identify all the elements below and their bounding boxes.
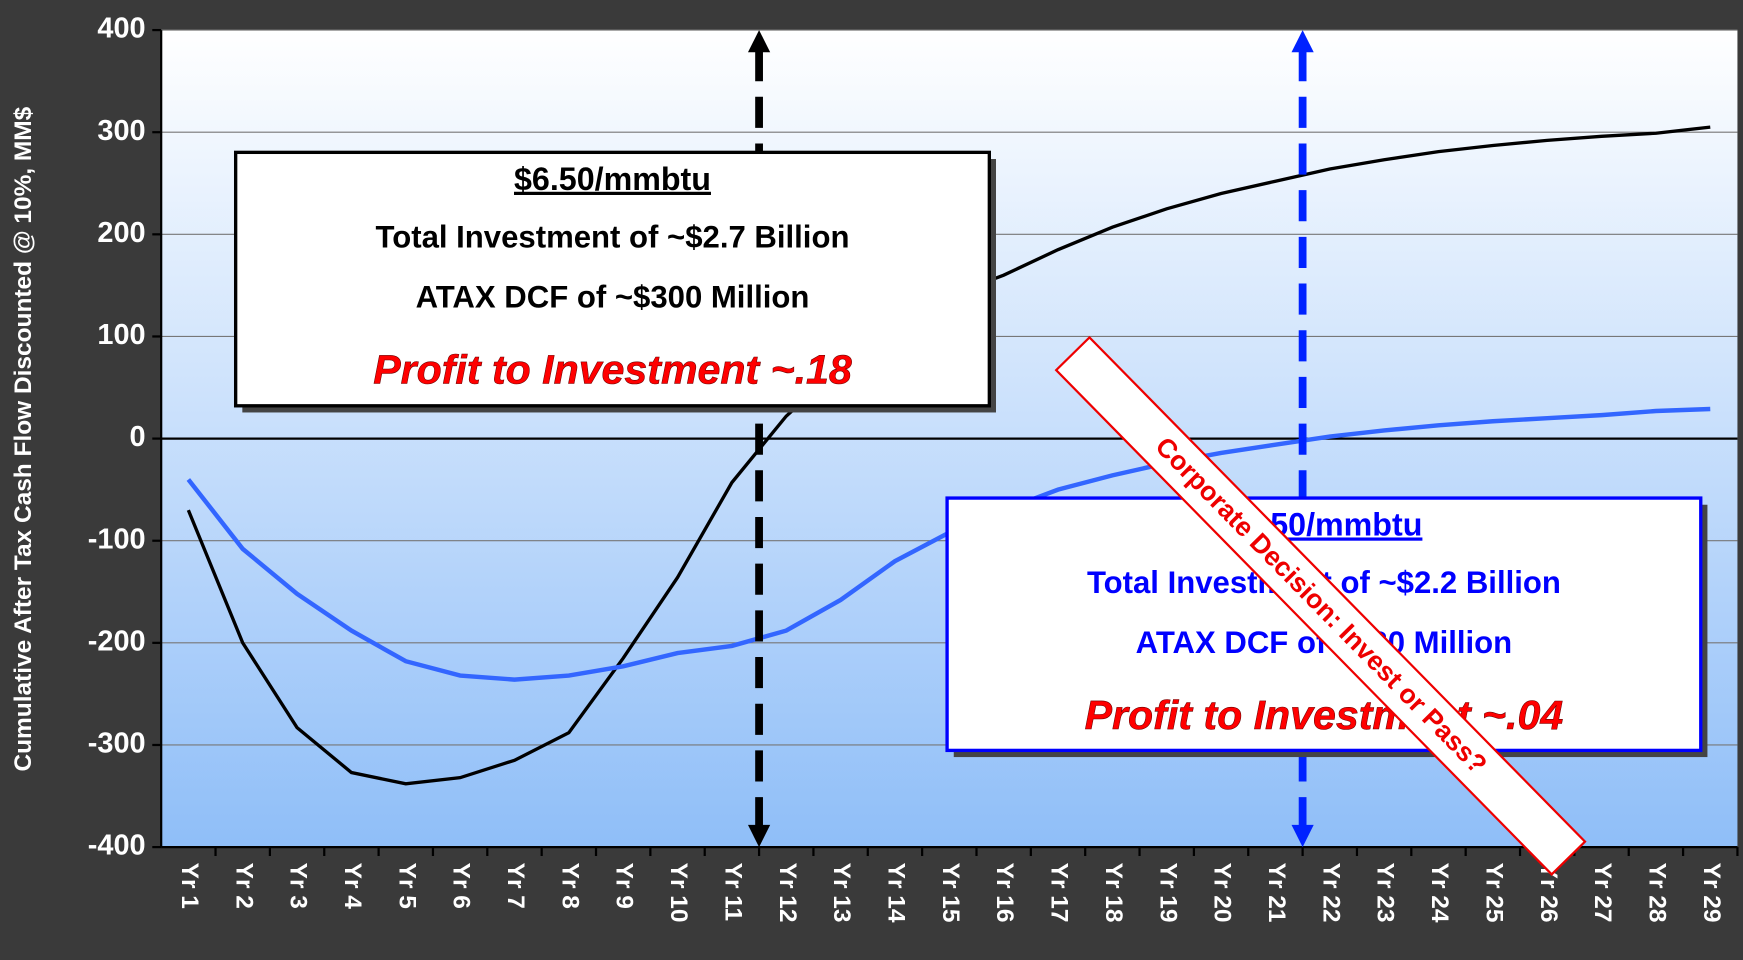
x-tick-label: Yr 2: [230, 863, 257, 909]
arrow-head: [1291, 30, 1314, 53]
x-tick-label: Yr 29: [1698, 863, 1725, 923]
banner-rect: [1054, 335, 1587, 876]
x-tick-label: Yr 17: [1046, 863, 1073, 923]
x-tick-label: Yr 13: [828, 863, 855, 923]
y-axis-label: Cumulative After Tax Cash Flow Discounte…: [10, 106, 37, 771]
x-tick-label: Yr 6: [448, 863, 475, 909]
y-tick-label: -300: [88, 728, 146, 760]
x-tick-label: Yr 27: [1589, 863, 1616, 923]
x-tick-label: Yr 12: [774, 863, 801, 923]
x-tick-label: Yr 15: [937, 863, 964, 923]
x-tick-label: Yr 5: [393, 863, 420, 909]
y-tick-label: 100: [97, 319, 145, 351]
x-tick-label: Yr 21: [1263, 863, 1290, 923]
x-tick-label: Yr 28: [1643, 863, 1670, 923]
annotation-box: [233, 150, 991, 408]
y-tick-label: 400: [97, 13, 145, 45]
x-tick-label: Yr 25: [1480, 863, 1507, 923]
x-tick-label: Yr 24: [1426, 863, 1453, 923]
arrow-head: [1291, 824, 1314, 848]
x-tick-label: Yr 11: [719, 863, 746, 921]
arrow-head: [747, 30, 771, 53]
y-tick-label: 300: [97, 115, 145, 147]
x-tick-label: Yr 7: [502, 863, 529, 909]
box-text: Profit to Investment ~.04: [1085, 692, 1564, 738]
x-tick-label: Yr 23: [1372, 863, 1399, 923]
arrow-head: [747, 824, 771, 848]
x-tick-label: Yr 4: [339, 863, 366, 910]
x-tick-label: Yr 8: [556, 863, 583, 909]
y-tick-label: -100: [88, 523, 146, 555]
x-tick-label: Yr 19: [1154, 863, 1181, 923]
y-tick-label: 200: [97, 217, 145, 249]
y-tick-label: 0: [130, 421, 146, 453]
x-tick-label: Yr 10: [665, 863, 692, 923]
x-tick-label: Yr 22: [1317, 863, 1344, 923]
box-text: ATAX DCF of ~$300 Million: [416, 279, 810, 314]
x-tick-label: Yr 26: [1535, 863, 1562, 923]
y-tick-label: -200: [88, 625, 146, 657]
x-tick-label: Yr 1: [176, 863, 203, 909]
x-tick-label: Yr 18: [1100, 863, 1127, 923]
x-tick-label: Yr 16: [991, 863, 1018, 923]
box-text: Total Investment of ~$2.7 Billion: [376, 219, 850, 254]
x-tick-label: Yr 20: [1209, 863, 1236, 923]
x-tick-label: Yr 3: [285, 863, 312, 909]
box-text: $6.50/mmbtu: [514, 161, 711, 197]
x-tick-label: Yr 9: [611, 863, 638, 909]
x-tick-label: Yr 14: [883, 863, 910, 923]
box-text: Profit to Investment ~.18: [373, 346, 852, 392]
y-tick-label: -400: [88, 830, 146, 862]
